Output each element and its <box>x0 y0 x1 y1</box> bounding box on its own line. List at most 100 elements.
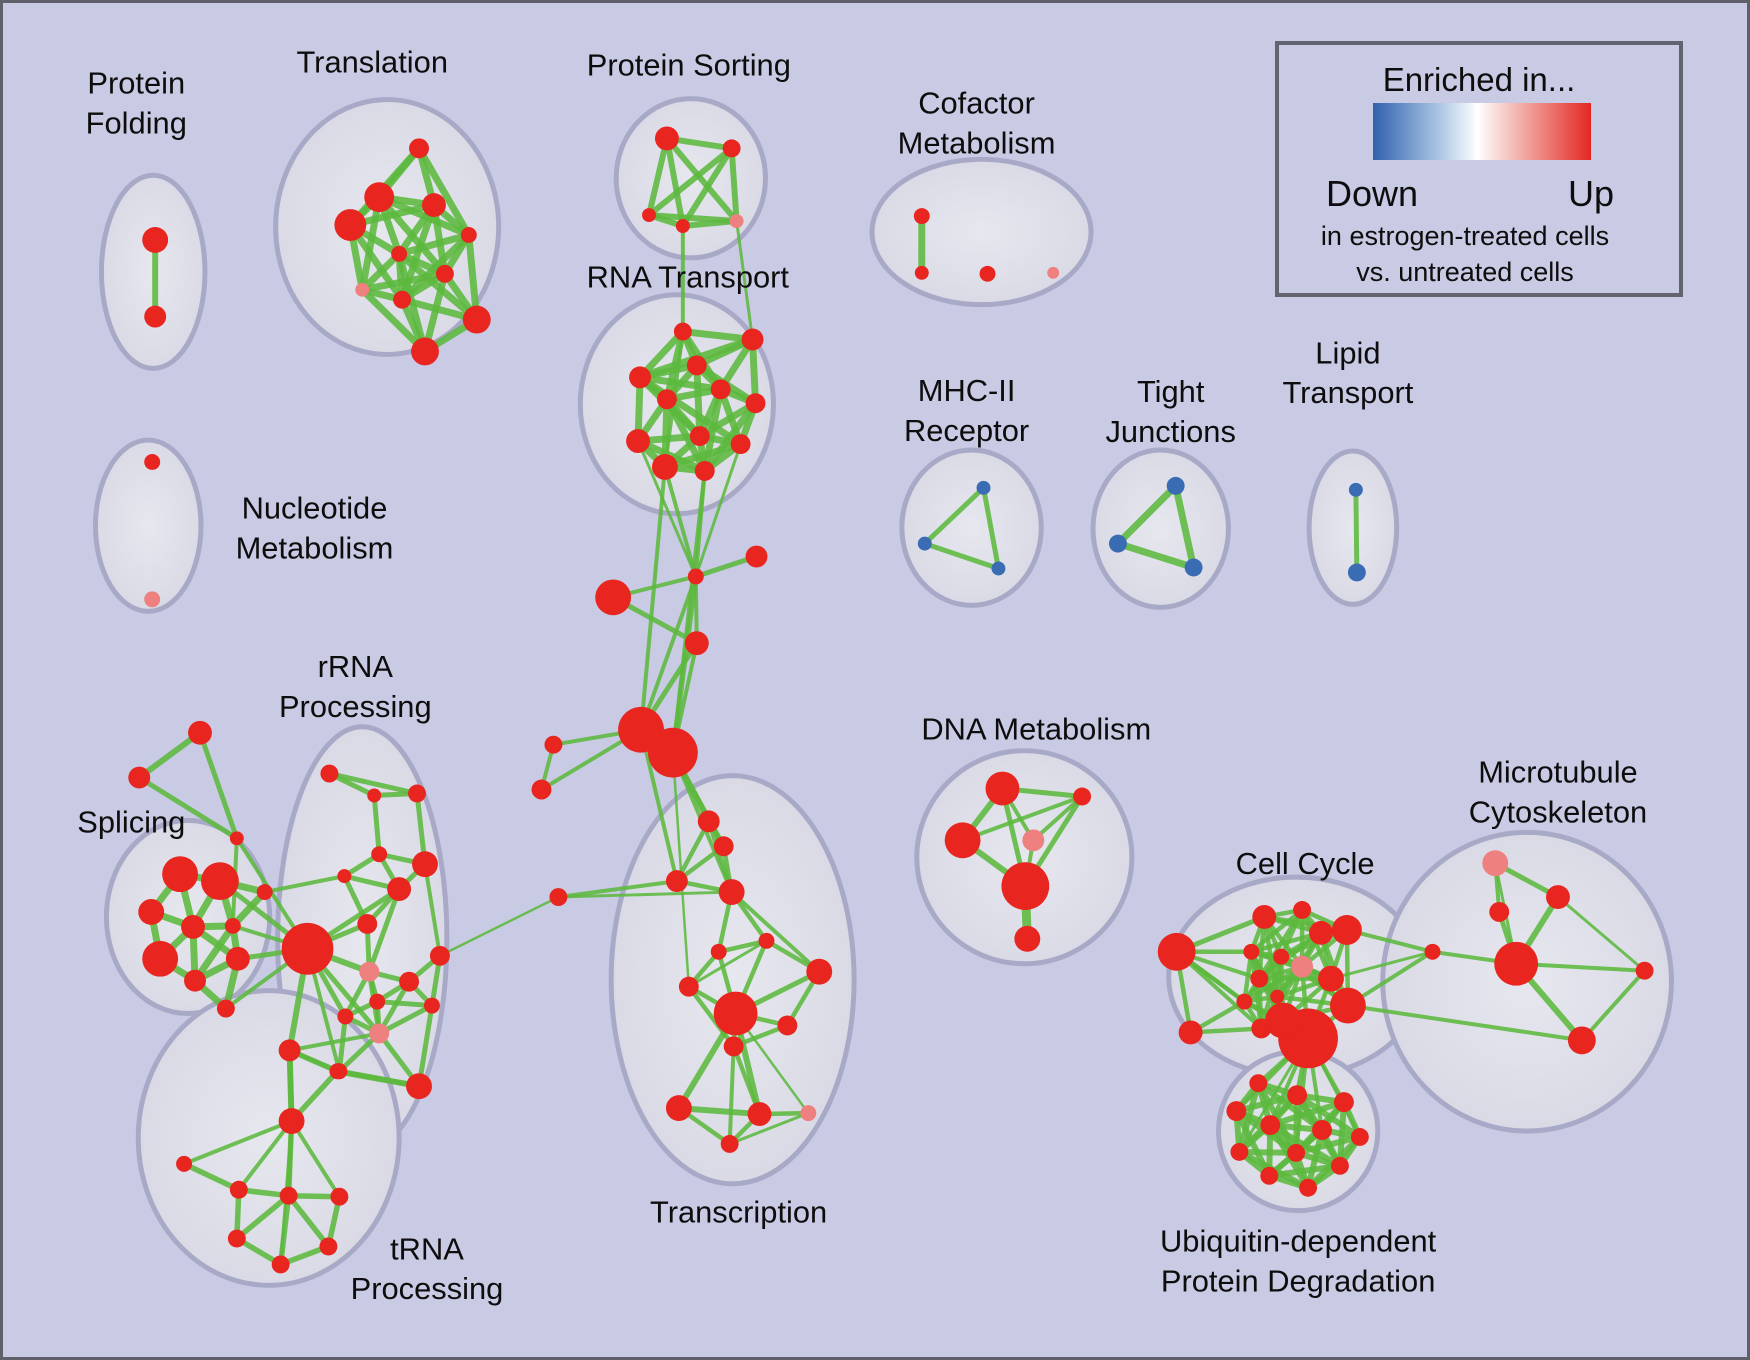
node-rt4[interactable] <box>629 366 651 389</box>
node-tl5[interactable] <box>460 227 477 243</box>
node-mh2[interactable] <box>917 536 932 551</box>
node-rr4[interactable] <box>371 846 388 863</box>
node-tn5[interactable] <box>229 1180 248 1199</box>
node-cc4[interactable] <box>1293 901 1312 919</box>
node-cc15[interactable] <box>1329 987 1366 1024</box>
node-rt5[interactable] <box>710 379 731 400</box>
node-cc1[interactable] <box>1157 932 1196 971</box>
node-cf3[interactable] <box>979 265 996 282</box>
node-dm3[interactable] <box>944 822 981 859</box>
node-mt6[interactable] <box>1635 961 1654 980</box>
node-ub10[interactable] <box>1330 1156 1349 1175</box>
node-ps2[interactable] <box>722 139 741 158</box>
node-cc8[interactable] <box>1273 948 1290 965</box>
node-ub12[interactable] <box>1299 1178 1318 1197</box>
node-rr7[interactable] <box>387 877 412 902</box>
node-pf1[interactable] <box>142 227 169 253</box>
node-ub5[interactable] <box>1260 1115 1281 1135</box>
node-tx10[interactable] <box>777 1015 798 1036</box>
node-tx8[interactable] <box>806 958 833 985</box>
node-dm4[interactable] <box>1022 829 1045 852</box>
node-mc7[interactable] <box>549 888 568 906</box>
node-tl2[interactable] <box>364 182 395 213</box>
node-rr17[interactable] <box>406 1073 432 1100</box>
node-rt8[interactable] <box>689 426 710 447</box>
node-mc6[interactable] <box>531 779 552 800</box>
node-tx9[interactable] <box>713 991 758 1036</box>
node-rt3[interactable] <box>686 355 707 376</box>
node-rt7[interactable] <box>745 393 766 414</box>
node-mc5[interactable] <box>544 735 563 754</box>
node-cf2[interactable] <box>914 265 929 280</box>
node-tn7[interactable] <box>330 1187 349 1206</box>
node-rr9[interactable] <box>429 945 450 966</box>
node-mc2[interactable] <box>745 545 768 568</box>
node-lp2[interactable] <box>1347 563 1366 582</box>
node-tn3[interactable] <box>278 1108 305 1134</box>
node-tl4[interactable] <box>334 209 367 241</box>
node-tl1[interactable] <box>409 138 429 159</box>
node-tx11[interactable] <box>723 1036 744 1057</box>
node-mh1[interactable] <box>976 480 991 495</box>
node-ps1[interactable] <box>654 126 679 151</box>
node-rt10[interactable] <box>730 434 751 455</box>
node-dm5[interactable] <box>1001 862 1050 910</box>
node-rr3[interactable] <box>408 784 426 803</box>
node-tx6[interactable] <box>758 932 775 949</box>
node-tl3[interactable] <box>422 193 446 218</box>
node-tn2[interactable] <box>329 1063 346 1080</box>
node-cc9[interactable] <box>1291 955 1314 978</box>
node-sp7[interactable] <box>184 969 206 992</box>
node-ub1[interactable] <box>1249 1074 1268 1093</box>
node-cc2[interactable] <box>1178 1020 1203 1045</box>
node-tn6[interactable] <box>279 1186 298 1205</box>
node-mt4[interactable] <box>1494 941 1539 986</box>
node-h1[interactable] <box>281 922 334 975</box>
node-tx7[interactable] <box>678 976 699 997</box>
node-cc3[interactable] <box>1252 905 1277 929</box>
node-rr13[interactable] <box>359 961 380 982</box>
node-tx15[interactable] <box>720 1134 739 1153</box>
node-gn2[interactable] <box>1265 1002 1302 1039</box>
node-ub8[interactable] <box>1230 1142 1249 1161</box>
node-rr1[interactable] <box>320 764 339 783</box>
node-sp3[interactable] <box>138 899 165 925</box>
node-cc11[interactable] <box>1250 969 1269 988</box>
node-ps5[interactable] <box>729 214 744 229</box>
node-cc5[interactable] <box>1309 920 1333 945</box>
node-rr11[interactable] <box>337 1008 354 1025</box>
node-rr12[interactable] <box>369 993 386 1010</box>
node-sp4[interactable] <box>181 914 205 939</box>
node-mc1[interactable] <box>687 568 704 585</box>
node-mt2[interactable] <box>1546 885 1570 909</box>
node-tx4[interactable] <box>718 879 745 906</box>
node-rt2[interactable] <box>741 328 764 351</box>
node-tx14[interactable] <box>800 1105 817 1122</box>
node-mt1[interactable] <box>1482 850 1509 877</box>
node-ps4[interactable] <box>675 219 690 233</box>
node-ub3[interactable] <box>1333 1092 1354 1113</box>
node-tx3[interactable] <box>665 870 688 893</box>
node-ub7[interactable] <box>1350 1128 1369 1146</box>
node-sp1[interactable] <box>162 856 198 893</box>
node-tj2[interactable] <box>1108 534 1127 553</box>
node-tl7[interactable] <box>435 264 454 283</box>
node-mh3[interactable] <box>991 561 1006 576</box>
node-ub4[interactable] <box>1226 1101 1247 1122</box>
node-tn10[interactable] <box>271 1255 290 1274</box>
node-rt9[interactable] <box>626 429 650 454</box>
node-tx1[interactable] <box>697 810 720 833</box>
node-ub2[interactable] <box>1287 1085 1308 1106</box>
node-tx2[interactable] <box>713 836 734 857</box>
node-pf2[interactable] <box>144 305 167 328</box>
node-tl9[interactable] <box>393 290 412 309</box>
node-tl10[interactable] <box>462 305 491 334</box>
node-dm2[interactable] <box>1073 787 1092 806</box>
node-mt5[interactable] <box>1424 943 1441 960</box>
node-rr6[interactable] <box>337 869 352 884</box>
node-tl11[interactable] <box>411 337 439 366</box>
node-cf1[interactable] <box>913 208 930 225</box>
node-ub9[interactable] <box>1287 1143 1306 1162</box>
node-rr5[interactable] <box>412 851 438 878</box>
node-rt1[interactable] <box>673 322 692 341</box>
